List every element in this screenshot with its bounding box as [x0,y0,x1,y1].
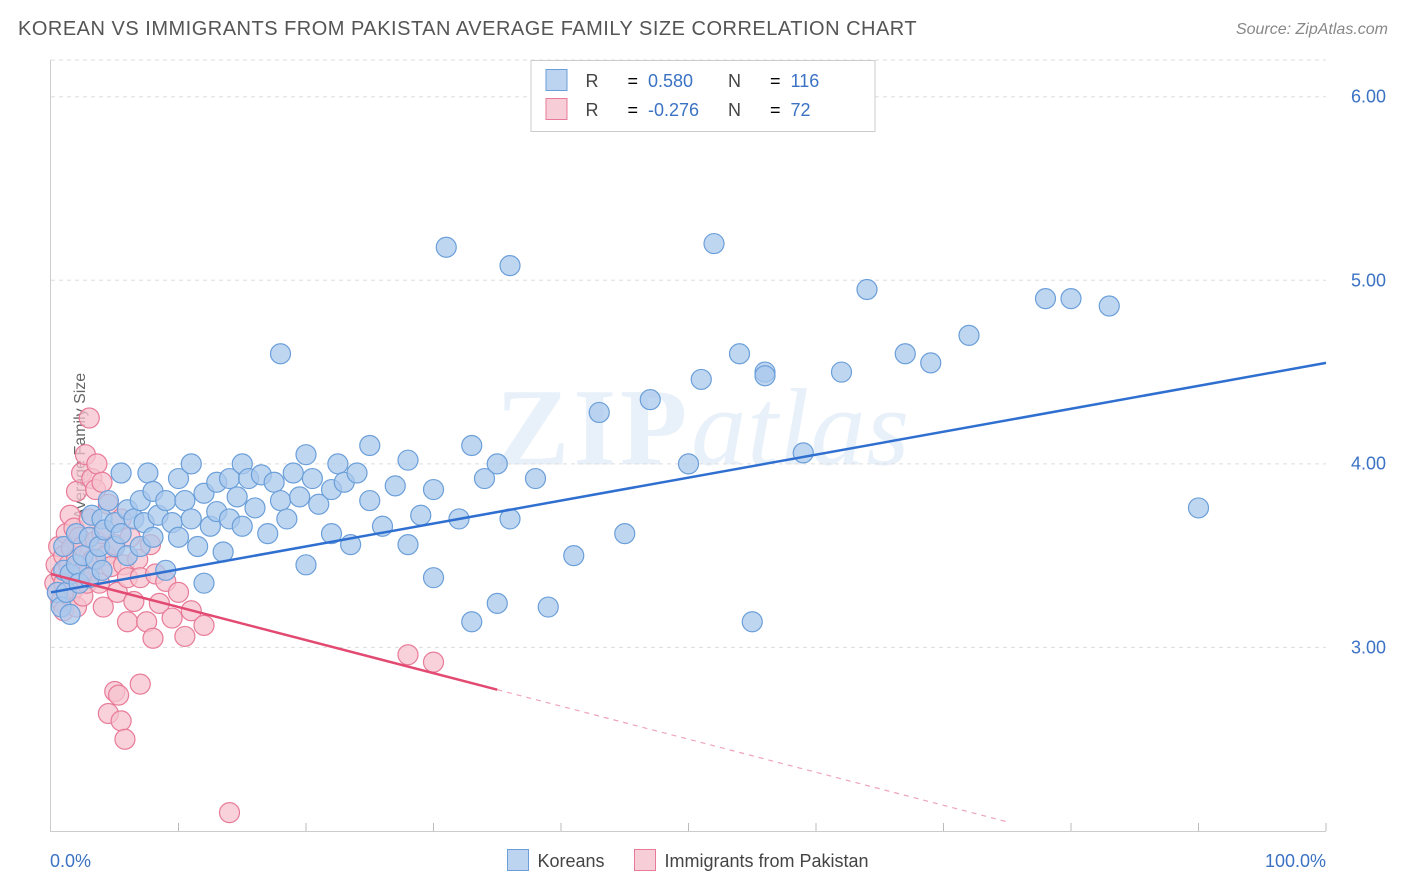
legend-swatch-icon [507,849,529,871]
legend-label: Koreans [537,851,604,872]
stat-label-n: N [728,96,760,125]
stats-row: R = 0.580 N = 116 [545,67,860,96]
equals-icon: = [627,96,638,125]
bottom-legend: Koreans Immigrants from Pakistan [50,850,1326,872]
legend-item-koreans: Koreans [507,850,604,872]
equals-icon: = [627,67,638,96]
y-tick-label: 6.00 [1351,86,1386,107]
legend-label: Immigrants from Pakistan [664,851,868,872]
chart-title: KOREAN VS IMMIGRANTS FROM PAKISTAN AVERA… [18,18,917,41]
stats-legend: R = 0.580 N = 116 R = -0.276 N = 72 [530,60,875,132]
equals-icon: = [770,96,781,125]
stat-value-r: 0.580 [648,67,718,96]
plot-area [50,60,1326,832]
stat-label-r: R [585,67,617,96]
y-tick-label: 3.00 [1351,638,1386,659]
stat-label-n: N [728,67,760,96]
legend-item-pakistan: Immigrants from Pakistan [634,850,868,872]
equals-icon: = [770,67,781,96]
stat-label-r: R [585,96,617,125]
stat-value-n: 116 [791,67,861,96]
stat-value-n: 72 [791,96,861,125]
legend-swatch-icon [545,98,567,120]
source-label: Source: ZipAtlas.com [1236,21,1388,39]
legend-swatch-icon [545,69,567,91]
y-tick-label: 5.00 [1351,270,1386,291]
scatter-plot [51,60,1326,831]
legend-swatch-icon [634,849,656,871]
stats-row: R = -0.276 N = 72 [545,96,860,125]
stat-value-r: -0.276 [648,96,718,125]
y-tick-label: 4.00 [1351,454,1386,475]
